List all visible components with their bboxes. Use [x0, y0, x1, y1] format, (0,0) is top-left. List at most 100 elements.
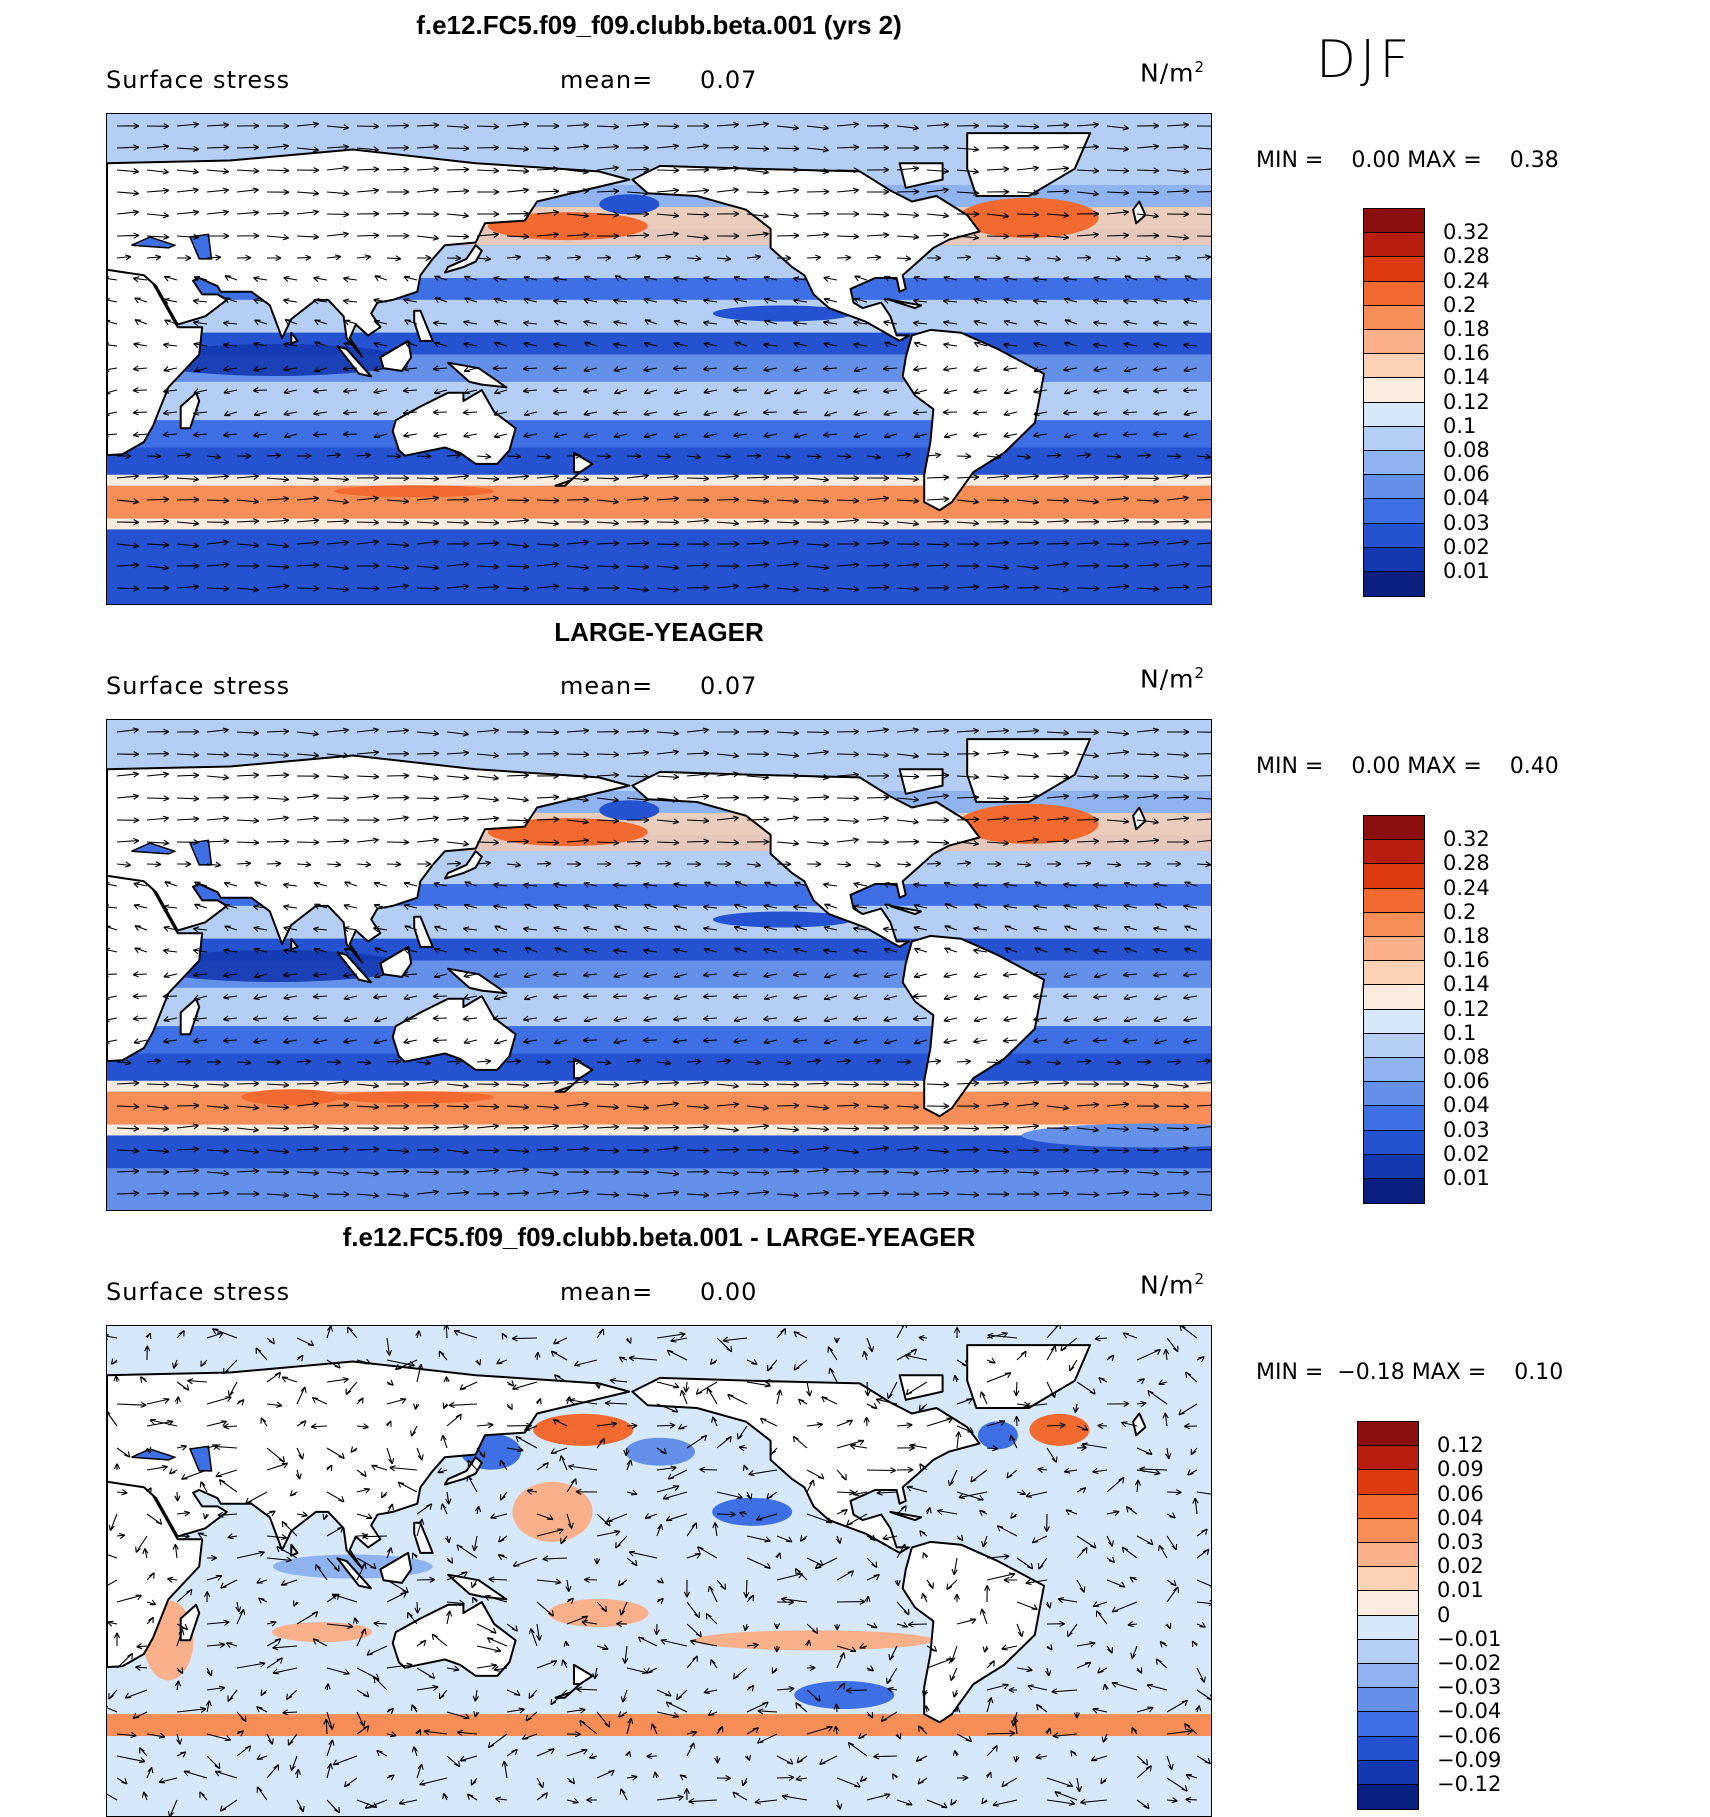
- vector-arrow: [1136, 1755, 1149, 1766]
- vector-arrow: [113, 1463, 121, 1471]
- vector-arrow: [493, 1665, 508, 1672]
- vector-arrow: [146, 1104, 169, 1111]
- vector-arrow: [116, 751, 140, 758]
- vector-arrow: [1063, 1038, 1078, 1044]
- vector-arrow: [206, 815, 230, 822]
- vector-arrow: [1106, 124, 1129, 131]
- vector-arrow: [566, 1731, 581, 1738]
- vector-arrow: [486, 1637, 508, 1647]
- vector-arrow: [356, 1170, 380, 1177]
- vector-arrow: [852, 320, 868, 327]
- inland-sea: [188, 839, 213, 866]
- vector-arrow: [1016, 1059, 1032, 1066]
- vector-arrow: [1153, 275, 1168, 282]
- vector-arrow: [203, 1513, 210, 1520]
- vector-arrow: [896, 1543, 907, 1559]
- vector-arrow: [493, 297, 508, 304]
- panel-title: f.e12.FC5.f09_f09.clubb.beta.001 - LARGE…: [342, 1222, 976, 1252]
- vector-arrow: [542, 1555, 568, 1562]
- vector-arrow: [206, 794, 230, 801]
- vector-arrow: [1106, 255, 1122, 262]
- vector-arrow: [956, 122, 980, 129]
- vector-arrow: [296, 1192, 320, 1199]
- vector-arrow: [836, 1148, 859, 1155]
- vector-arrow: [167, 1576, 178, 1583]
- vector-arrow: [973, 341, 988, 348]
- stress-feature: [512, 1481, 593, 1542]
- vector-arrow: [697, 1546, 718, 1559]
- colorbar-swatch: [1363, 1178, 1425, 1204]
- vector-arrow: [255, 1347, 268, 1361]
- colorbar-swatch: [1363, 425, 1425, 452]
- vector-arrow: [643, 903, 658, 910]
- vector-arrow: [833, 1725, 840, 1735]
- colorbar-swatch: [1357, 1445, 1419, 1471]
- vector-arrow: [163, 925, 178, 932]
- vector-arrow: [883, 994, 898, 1001]
- vector-arrow: [896, 475, 920, 482]
- vector-arrow: [553, 342, 568, 349]
- vector-arrow: [665, 1513, 688, 1522]
- vector-arrow: [206, 861, 222, 868]
- vector-arrow: [896, 861, 912, 868]
- landmass-nz2: [554, 1077, 582, 1093]
- vector-arrow: [146, 815, 170, 822]
- vector-arrow: [162, 904, 178, 911]
- vector-arrow: [1136, 143, 1160, 150]
- vector-arrow: [716, 815, 739, 822]
- colorbar-tick-label: 0.08: [1443, 438, 1490, 462]
- vector-arrow: [146, 1732, 166, 1739]
- vector-arrow: [734, 881, 748, 887]
- vector-arrow: [746, 1491, 753, 1500]
- vector-arrow: [1166, 539, 1189, 546]
- vector-arrow: [1092, 320, 1108, 327]
- vector-arrow: [722, 1336, 748, 1343]
- vector-arrow: [266, 1462, 289, 1471]
- vector-arrow: [1196, 453, 1211, 460]
- vector-arrow: [1111, 1601, 1138, 1613]
- vector-arrow: [686, 1168, 710, 1175]
- vector-arrow: [1106, 730, 1130, 737]
- vector-arrow: [1072, 1403, 1079, 1413]
- vector-arrow: [953, 1593, 960, 1603]
- vector-arrow: [342, 409, 358, 416]
- vector-arrow: [493, 904, 508, 911]
- vector-arrow: [116, 1125, 140, 1132]
- vector-arrow: [986, 727, 1010, 735]
- vector-arrow: [936, 1508, 958, 1515]
- vector-arrow: [296, 1058, 312, 1065]
- vector-arrow: [386, 564, 409, 571]
- vector-arrow: [506, 167, 530, 174]
- vector-arrow: [227, 1381, 238, 1397]
- vector-arrow: [204, 1591, 211, 1603]
- vector-arrow: [471, 1535, 478, 1552]
- vector-arrow: [107, 925, 118, 932]
- vector-arrow: [356, 585, 380, 592]
- vector-arrow: [795, 1775, 808, 1782]
- vector-arrow: [356, 254, 372, 261]
- vector-arrow: [866, 1103, 890, 1111]
- vector-arrow: [954, 1706, 961, 1713]
- vector-arrow: [763, 297, 778, 304]
- vector-arrow: [224, 925, 238, 932]
- vector-arrow: [883, 410, 898, 416]
- vector-arrow: [488, 1576, 508, 1583]
- vector-arrow: [266, 517, 290, 524]
- vector-arrow: [956, 146, 980, 153]
- vector-arrow: [206, 774, 230, 781]
- vector-arrow: [464, 881, 478, 888]
- vector-arrow: [1003, 1015, 1018, 1022]
- vector-arrow: [476, 815, 500, 822]
- vector-arrow: [626, 1058, 642, 1065]
- vector-arrow: [656, 187, 680, 194]
- vector-arrow: [806, 541, 830, 548]
- vector-arrow: [440, 1503, 448, 1515]
- vector-arrow: [253, 926, 268, 933]
- vector-arrow: [1158, 1379, 1168, 1385]
- vector-arrow: [207, 232, 230, 240]
- vector-arrow: [566, 564, 590, 571]
- vector-arrow: [193, 366, 208, 373]
- vector-arrow: [476, 774, 499, 781]
- vector-arrow: [716, 1058, 732, 1065]
- vector-arrow: [926, 1103, 950, 1110]
